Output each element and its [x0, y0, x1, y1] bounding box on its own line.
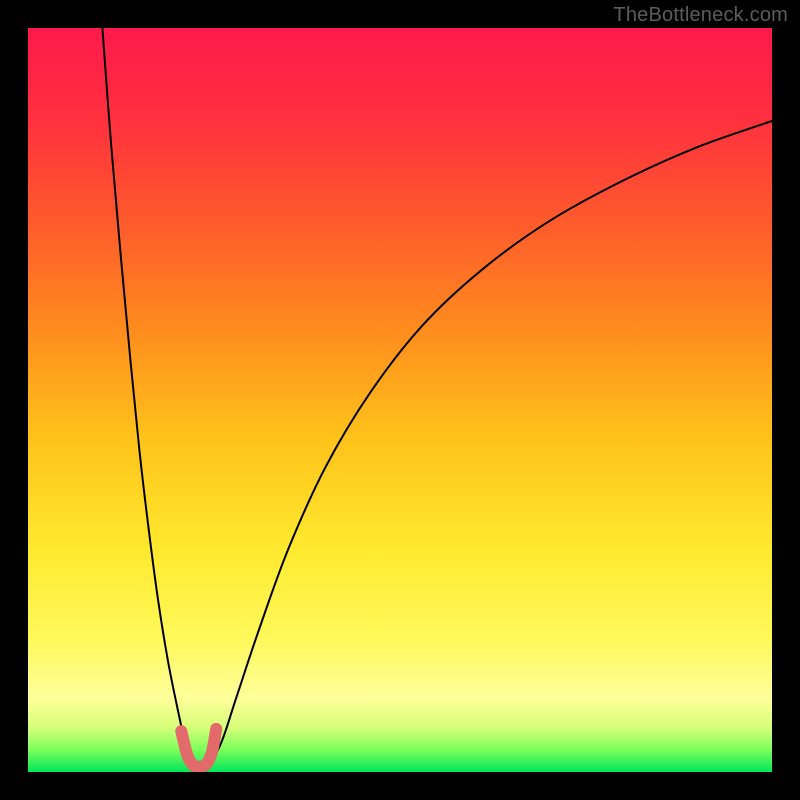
curves-layer [28, 28, 772, 772]
right-curve [207, 121, 772, 771]
watermark-text: TheBottleneck.com [613, 4, 788, 27]
chart-frame: TheBottleneck.com [0, 0, 800, 800]
dip-marker [181, 729, 216, 767]
left-curve [102, 28, 197, 771]
plot-area [28, 28, 772, 772]
